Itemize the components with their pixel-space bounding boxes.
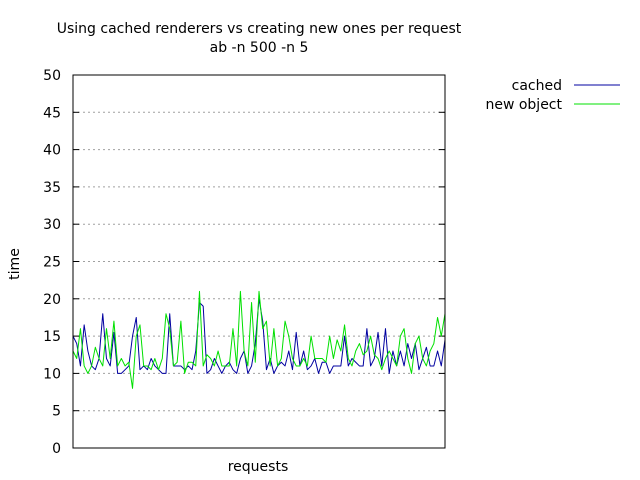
- legend-label-new-object: new object: [485, 97, 562, 113]
- y-axis-label: time: [7, 248, 23, 280]
- legend-label-cached: cached: [512, 78, 562, 94]
- y-tick-label-5: 5: [52, 404, 61, 420]
- y-axis-ticks: 0 5 10 15 20 25 30 35 40 45 50: [43, 68, 445, 457]
- chart-title: Using cached renderers vs creating new o…: [57, 21, 462, 37]
- data-series: [72, 290, 446, 389]
- x-axis-label: requests: [228, 459, 289, 475]
- legend: cached new object: [485, 78, 620, 113]
- y-tick-label-15: 15: [43, 329, 61, 345]
- gridlines: [73, 111, 445, 412]
- y-tick-label-30: 30: [43, 217, 61, 233]
- plot-frame: [72, 74, 446, 449]
- y-tick-label-25: 25: [43, 255, 61, 271]
- chart-subtitle: ab -n 500 -n 5: [210, 40, 309, 56]
- series-line-new-object: [72, 290, 446, 389]
- y-tick-label-40: 40: [43, 143, 61, 159]
- y-tick-label-20: 20: [43, 292, 61, 308]
- y-tick-label-35: 35: [43, 180, 61, 196]
- y-tick-label-0: 0: [52, 441, 61, 457]
- y-tick-label-10: 10: [43, 366, 61, 382]
- y-tick-label-45: 45: [43, 105, 61, 121]
- y-tick-label-50: 50: [43, 68, 61, 84]
